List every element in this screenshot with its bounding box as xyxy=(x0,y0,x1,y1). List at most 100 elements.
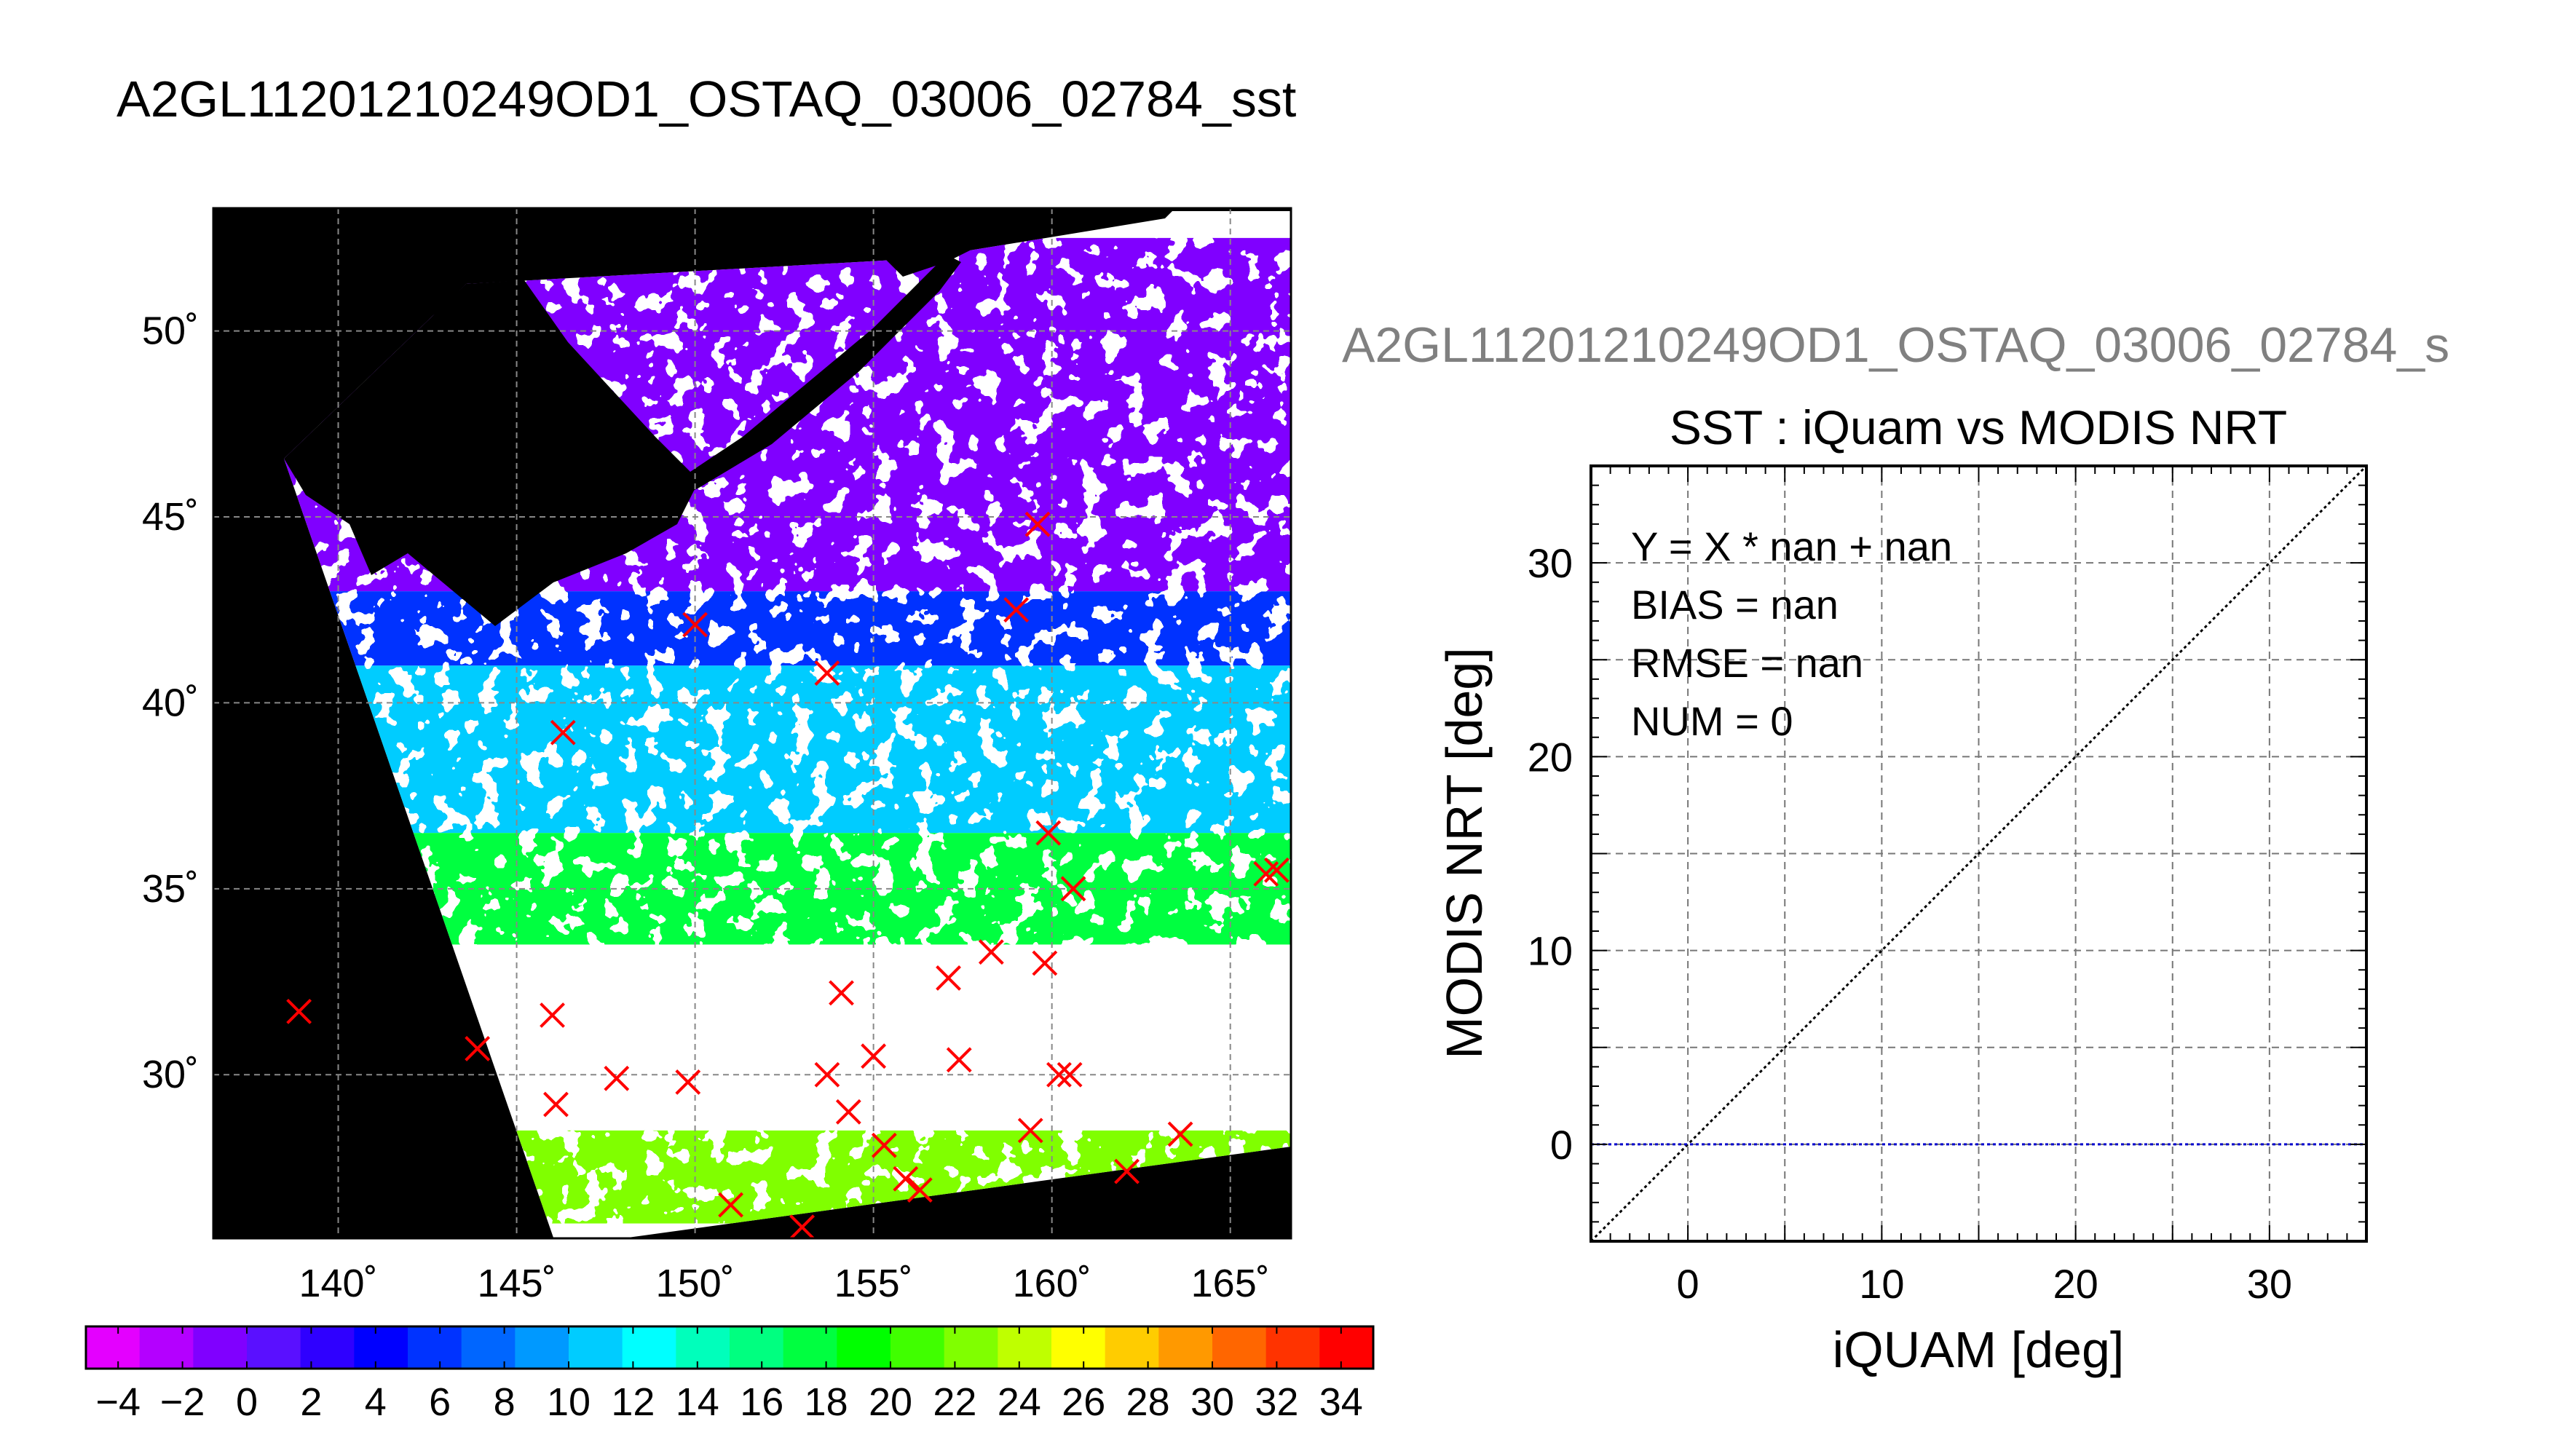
figure-title: A2GL11201210249OD1_OSTAQ_03006_02784_sst xyxy=(117,71,1296,127)
scatter-reference-lines xyxy=(1591,466,2366,1241)
colorbar-cell xyxy=(837,1326,891,1369)
colorbar-cell xyxy=(193,1326,248,1369)
matchup-marker xyxy=(946,1047,972,1073)
colorbar-cell xyxy=(139,1326,194,1369)
colorbar-tick-label: 4 xyxy=(365,1380,387,1424)
colorbar-tick-label: 0 xyxy=(236,1380,258,1424)
colorbar-cell xyxy=(1051,1326,1106,1369)
marker-stroke xyxy=(1057,1061,1083,1088)
scatter-y-tick-label: 10 xyxy=(1528,928,1573,974)
scatter-y-axis-label: MODIS NRT [deg] xyxy=(1436,647,1493,1059)
colorbar-tick-label: 10 xyxy=(547,1380,591,1424)
matchup-marker xyxy=(893,1166,919,1192)
map-panel: 140˚ 145˚ 150˚ 155˚ 160˚ 165˚ 30˚ 35˚ 40˚ 45˚ 50˚ xyxy=(142,207,1292,1305)
colorbar-cell xyxy=(1319,1326,1374,1369)
matchup-marker xyxy=(1046,1061,1072,1088)
colorbar-cell xyxy=(354,1326,408,1369)
colorbar-tick-label: 18 xyxy=(805,1380,848,1424)
colorbar: −4 −2 0 2 4 6 8 10 12 14 16 18 20 22 24 26 28 30 32 34 xyxy=(84,1325,1375,1424)
map-x-tick-label: 160˚ xyxy=(1013,1262,1091,1305)
marker-stroke xyxy=(1003,597,1030,623)
marker-stroke xyxy=(1060,876,1086,902)
marker-stroke xyxy=(682,612,708,638)
matchup-marker xyxy=(1060,876,1086,902)
scatter-y-tick-label: 30 xyxy=(1528,540,1573,586)
matchup-marker xyxy=(1057,1061,1083,1088)
land-northern xyxy=(288,284,466,437)
matchup-marker xyxy=(1263,857,1290,883)
scatter-header: A2GL11201210249OD1_OSTAQ_03006_02784_s xyxy=(1342,317,2449,373)
marker-stroke xyxy=(675,1069,701,1095)
marker-stroke xyxy=(550,719,576,745)
matchup-marker xyxy=(936,965,961,991)
colorbar-tick-label: 20 xyxy=(869,1380,912,1424)
marker-stroke xyxy=(835,1099,861,1125)
colorbar-cell xyxy=(998,1326,1052,1369)
colorbar-tick-label: 22 xyxy=(933,1380,976,1424)
land-kamchatka xyxy=(837,208,1019,277)
matchup-marker xyxy=(978,939,1004,965)
map-x-tick-label: 145˚ xyxy=(478,1262,556,1305)
matchup-marker xyxy=(550,719,576,745)
matchup-marker xyxy=(861,1043,887,1069)
map-y-tick-label: 50˚ xyxy=(142,309,199,353)
scatter-x-tick-labels: 0 10 20 30 xyxy=(1677,1261,2292,1307)
map-frame xyxy=(212,207,1292,1240)
marker-stroke xyxy=(604,1065,630,1091)
marker-stroke xyxy=(1263,857,1290,883)
matchup-marker xyxy=(907,1177,933,1203)
matchup-marker xyxy=(835,1099,861,1125)
marker-stroke xyxy=(1046,1061,1072,1088)
colorbar-cell xyxy=(944,1326,998,1369)
map-x-tick-label: 165˚ xyxy=(1191,1262,1270,1305)
colorbar-cell xyxy=(408,1326,462,1369)
scatter-y-tick-labels: 0 10 20 30 xyxy=(1528,540,1573,1168)
matchup-marker xyxy=(1024,511,1051,537)
scatter-x-tick-label: 30 xyxy=(2247,1261,2292,1307)
colorbar-cell xyxy=(569,1326,623,1369)
matchup-marker xyxy=(718,1192,744,1218)
scatter-stat-line: Y = X * nan + nan xyxy=(1631,523,1952,569)
marker-stroke xyxy=(936,965,961,991)
scatter-x-tick-label: 20 xyxy=(2053,1261,2098,1307)
matchup-marker xyxy=(1035,820,1062,846)
marker-stroke xyxy=(465,1036,491,1061)
matchup-marker xyxy=(465,1036,491,1061)
marker-stroke xyxy=(814,660,840,686)
matchup-marker xyxy=(286,998,312,1024)
scatter-title: SST : iQuam vs MODIS NRT xyxy=(1670,400,2287,454)
sst-band xyxy=(284,665,1291,834)
scatter-reference-line xyxy=(1591,466,2366,1241)
map-y-tick-label: 35˚ xyxy=(142,867,199,911)
marker-stroke xyxy=(1035,820,1062,846)
colorbar-cell xyxy=(1212,1326,1267,1369)
colorbar-cell xyxy=(783,1326,837,1369)
sst-band xyxy=(284,591,1291,666)
matchup-marker xyxy=(1032,950,1058,976)
map-x-tick-label: 155˚ xyxy=(834,1262,913,1305)
colorbar-tick-label: 24 xyxy=(998,1380,1041,1424)
colorbar-cell xyxy=(247,1326,301,1369)
colorbar-tick-label: 34 xyxy=(1319,1380,1363,1424)
colorbar-tick-label: 8 xyxy=(494,1380,516,1424)
scatter-y-tick-label: 20 xyxy=(1528,734,1573,780)
colorbar-tick-label: 30 xyxy=(1190,1380,1234,1424)
scatter-y-tick-label: 0 xyxy=(1550,1122,1573,1168)
matchup-marker xyxy=(682,612,708,638)
scatter-x-tick-label: 10 xyxy=(1859,1261,1904,1307)
colorbar-tick-label: −4 xyxy=(95,1380,141,1424)
marker-stroke xyxy=(861,1043,887,1069)
colorbar-cell xyxy=(622,1326,676,1369)
marker-stroke xyxy=(1167,1121,1193,1147)
scatter-stat-line: RMSE = nan xyxy=(1631,640,1863,686)
matchup-marker xyxy=(1167,1121,1193,1147)
colorbar-cell xyxy=(86,1326,141,1369)
marker-stroke xyxy=(718,1192,744,1218)
marker-stroke xyxy=(1114,1158,1140,1184)
marker-stroke xyxy=(871,1132,897,1158)
marker-stroke xyxy=(540,1002,565,1028)
matchup-marker xyxy=(1114,1158,1140,1184)
colorbar-cell xyxy=(676,1326,730,1369)
colorbar-tick-label: 28 xyxy=(1126,1380,1170,1424)
marker-stroke xyxy=(829,980,854,1006)
